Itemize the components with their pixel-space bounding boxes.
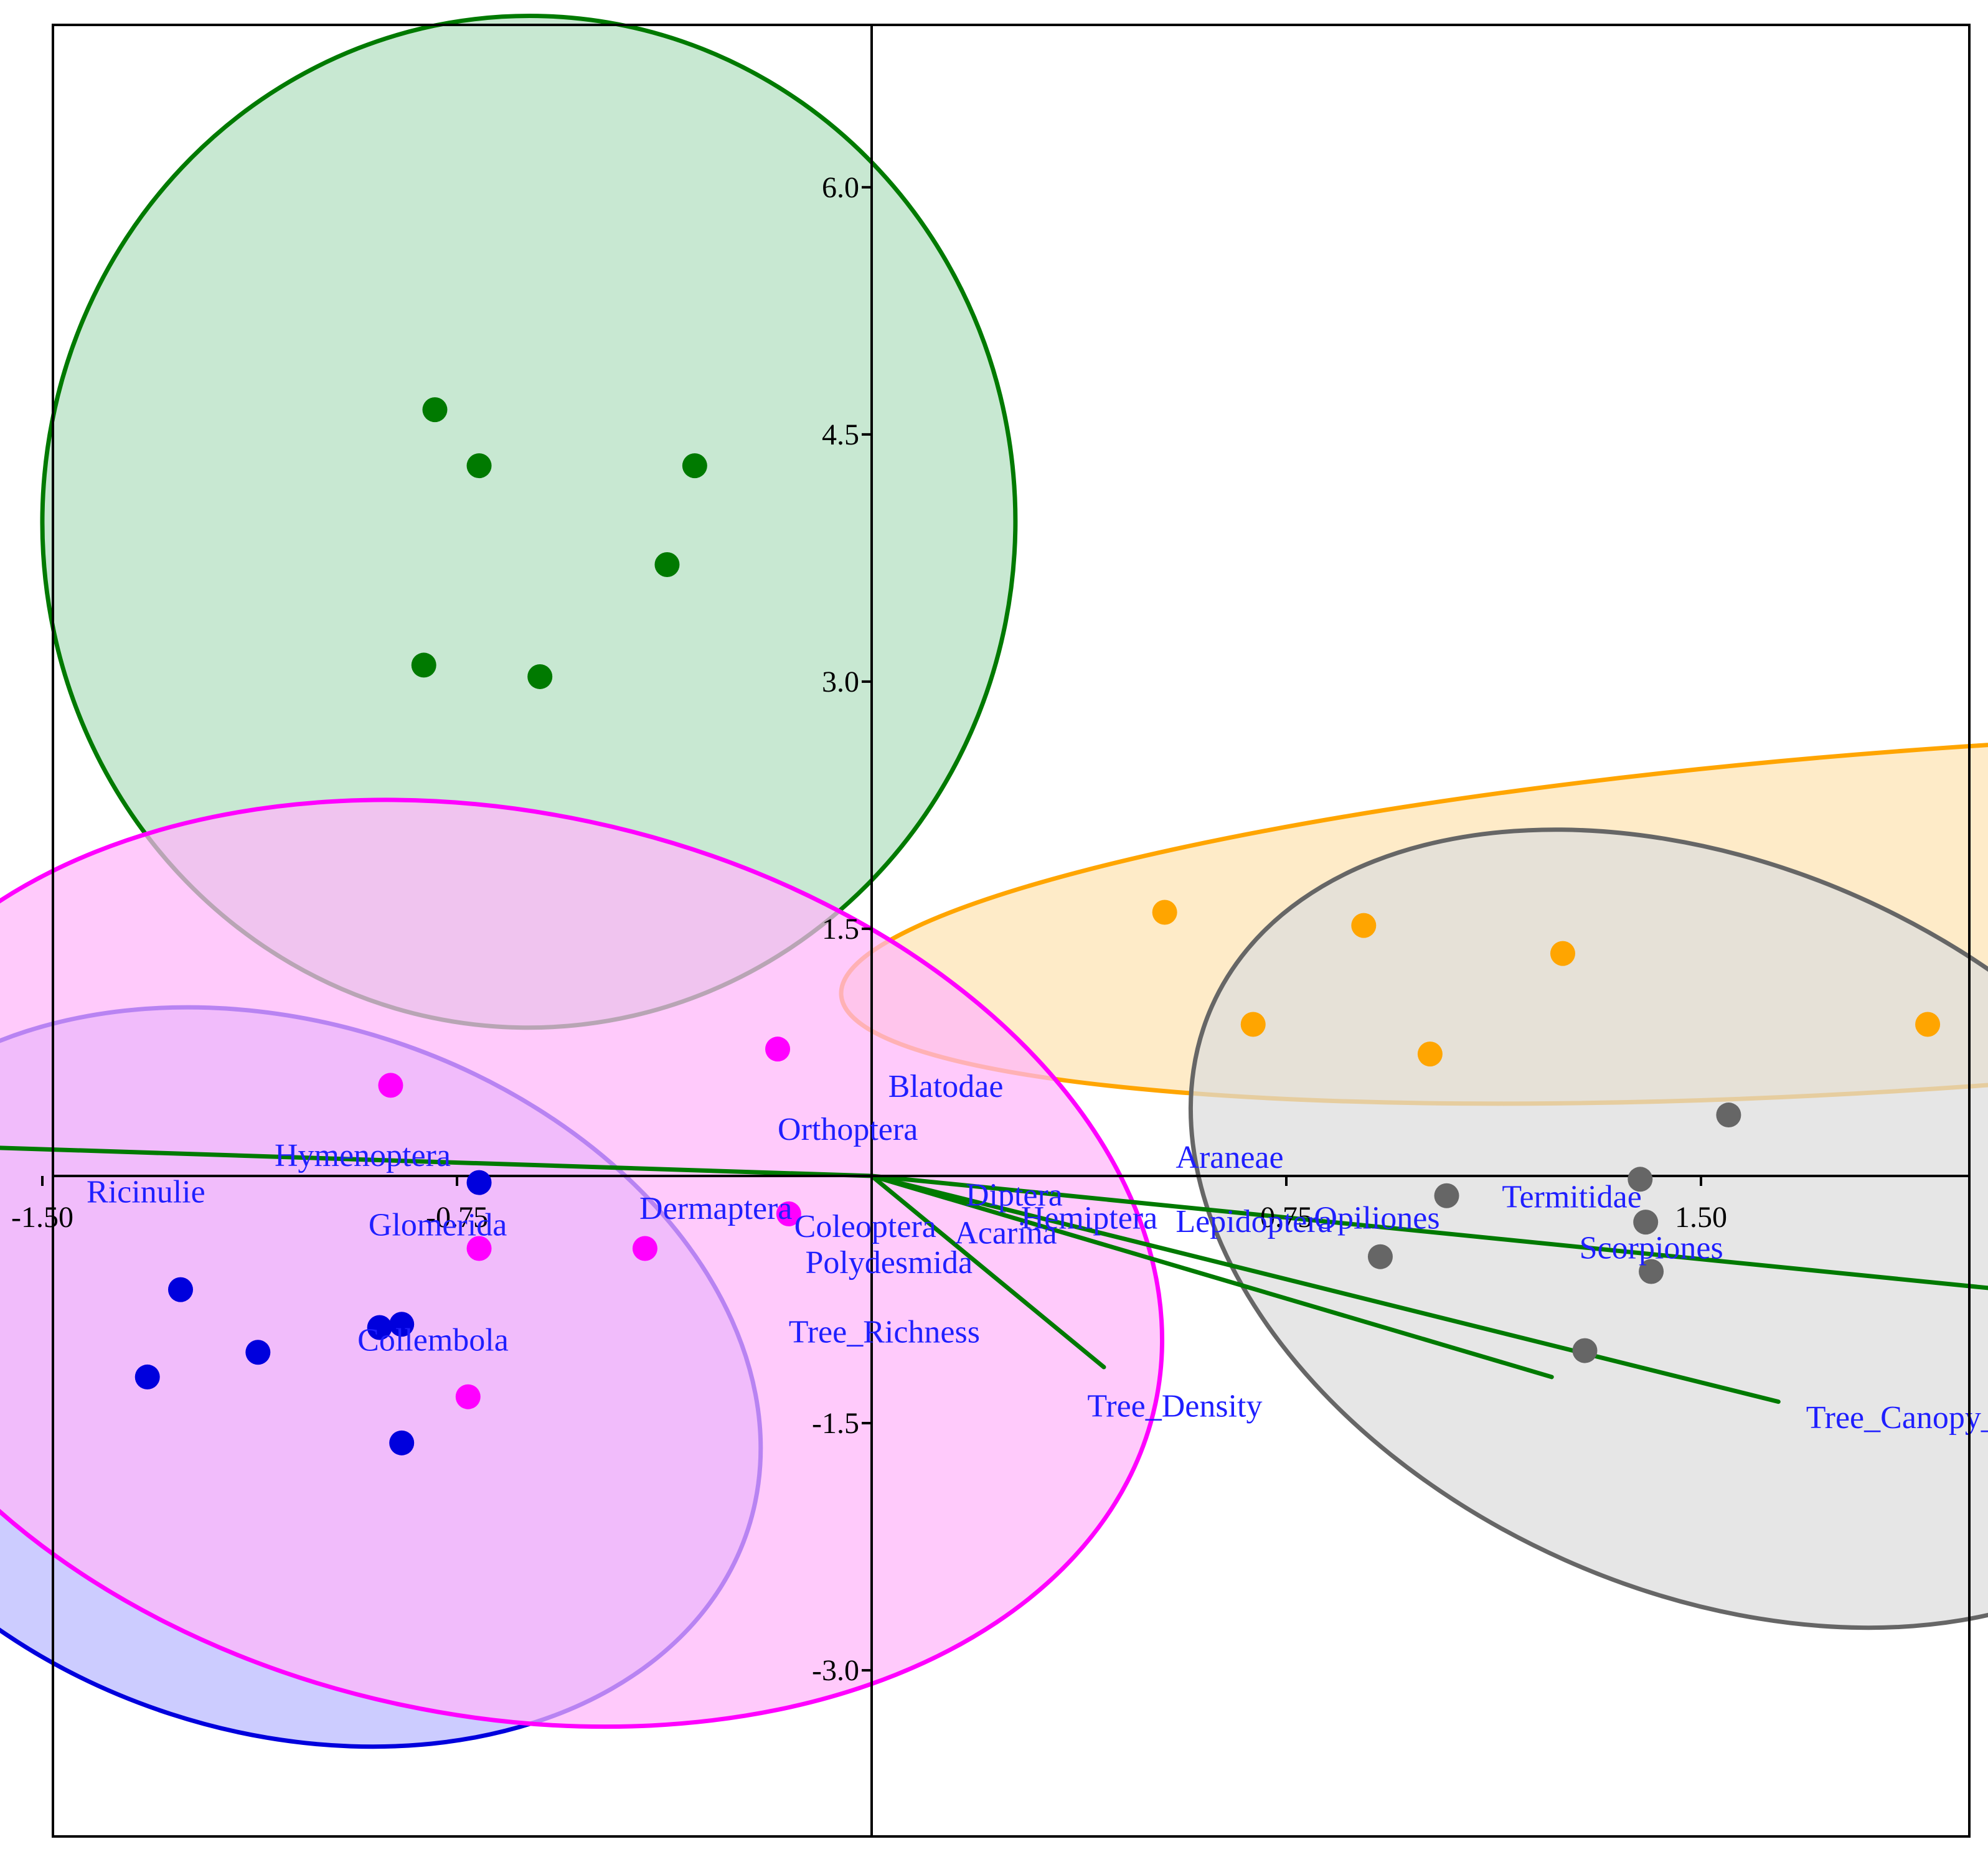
x-tick-label: -1.50	[11, 1201, 73, 1234]
point-gray	[1628, 1167, 1653, 1192]
vector-tree-canopy-cover	[869, 1173, 1781, 1404]
point-blue	[389, 1430, 415, 1455]
vector-litter-depth-cm	[869, 1173, 1988, 1290]
vector-grass-cover	[0, 1145, 874, 1178]
point-gray	[1367, 1244, 1393, 1269]
label-dermaptera: Dermaptera	[639, 1191, 792, 1226]
point-orange	[1152, 900, 1177, 925]
point-orange	[1915, 1012, 1941, 1037]
label-blatodae: Blatodae	[888, 1069, 1004, 1104]
label-glomerida: Glomerida	[369, 1207, 507, 1243]
point-blue	[389, 1312, 415, 1337]
point-gray	[1716, 1102, 1741, 1128]
point-blue	[367, 1315, 392, 1340]
vector-tree-density	[869, 1173, 1554, 1380]
point-orange	[1550, 941, 1575, 966]
label-termitidae: Termitidae	[1502, 1179, 1641, 1215]
y-tick-label: -1.5	[812, 1407, 859, 1440]
point-gray	[1434, 1183, 1459, 1208]
point-magenta	[378, 1073, 403, 1098]
point-orange	[1240, 1012, 1266, 1037]
ellipse-gray	[1188, 827, 1988, 1630]
point-blue	[245, 1340, 271, 1365]
point-orange	[1351, 913, 1377, 938]
label-collembola: Collembola	[357, 1323, 509, 1358]
plot-frame	[52, 24, 1971, 1838]
label-acarina: Acarina	[954, 1216, 1057, 1251]
label-lepidoptera: Lepidoptera	[1175, 1204, 1332, 1239]
environmental-vectors	[0, 1145, 1988, 1404]
point-gray	[1639, 1259, 1664, 1284]
label-ricinulie: Ricinulie	[87, 1174, 205, 1210]
point-green	[422, 397, 448, 423]
point-orange	[1417, 1041, 1443, 1067]
label-hymenoptera: Hymenoptera	[275, 1138, 451, 1173]
x-tick-label: 0.75	[1260, 1201, 1312, 1234]
y-tick-label: 1.5	[822, 913, 859, 946]
point-magenta	[455, 1384, 481, 1409]
point-gray	[1572, 1338, 1598, 1363]
point-green	[682, 453, 707, 479]
site-points	[134, 397, 1941, 1455]
y-tick-label: -3.0	[812, 1654, 859, 1687]
y-tick-label: 6.0	[822, 171, 859, 204]
label-hemiptera: Hemiptera	[1021, 1201, 1157, 1236]
point-blue	[168, 1277, 193, 1302]
label-araneae: Araneae	[1175, 1140, 1283, 1175]
y-tick-label: 3.0	[822, 665, 859, 698]
point-magenta	[776, 1201, 801, 1226]
label-polydesmida: Polydesmida	[805, 1245, 973, 1281]
variable-labels: BlatodaeOrthopteraAraneaeGrass_Cover (%)…	[87, 1069, 1988, 1436]
x-tick-label: 1.50	[1675, 1201, 1727, 1234]
point-green	[527, 664, 553, 689]
point-magenta	[632, 1236, 657, 1261]
group-ellipses	[0, 14, 1988, 1749]
label-diptera: Diptera	[966, 1178, 1063, 1213]
point-blue	[134, 1364, 160, 1389]
label-tree-richness: Tree_Richness	[789, 1314, 980, 1350]
x-tick-label: -0.75	[426, 1201, 488, 1234]
point-magenta	[765, 1037, 791, 1062]
point-blue	[466, 1170, 492, 1195]
point-magenta	[466, 1236, 492, 1261]
label-tree-canopy-cover: Tree_Canopy_Cover (%)	[1806, 1400, 1988, 1436]
point-gray	[1633, 1210, 1659, 1235]
y-tick-label: 4.5	[822, 418, 859, 451]
point-green	[466, 453, 492, 479]
ellipse-magenta	[0, 797, 1165, 1729]
label-orthoptera: Orthoptera	[778, 1112, 918, 1147]
label-tree-density: Tree_Density	[1087, 1388, 1262, 1424]
label-opiliones: Opiliones	[1314, 1201, 1439, 1236]
label-scorpiones: Scorpiones	[1580, 1230, 1723, 1266]
vector-tree-richness	[869, 1173, 1106, 1370]
label-coleoptera: Coleoptera	[794, 1209, 936, 1244]
point-green	[654, 552, 680, 577]
point-green	[411, 652, 436, 678]
